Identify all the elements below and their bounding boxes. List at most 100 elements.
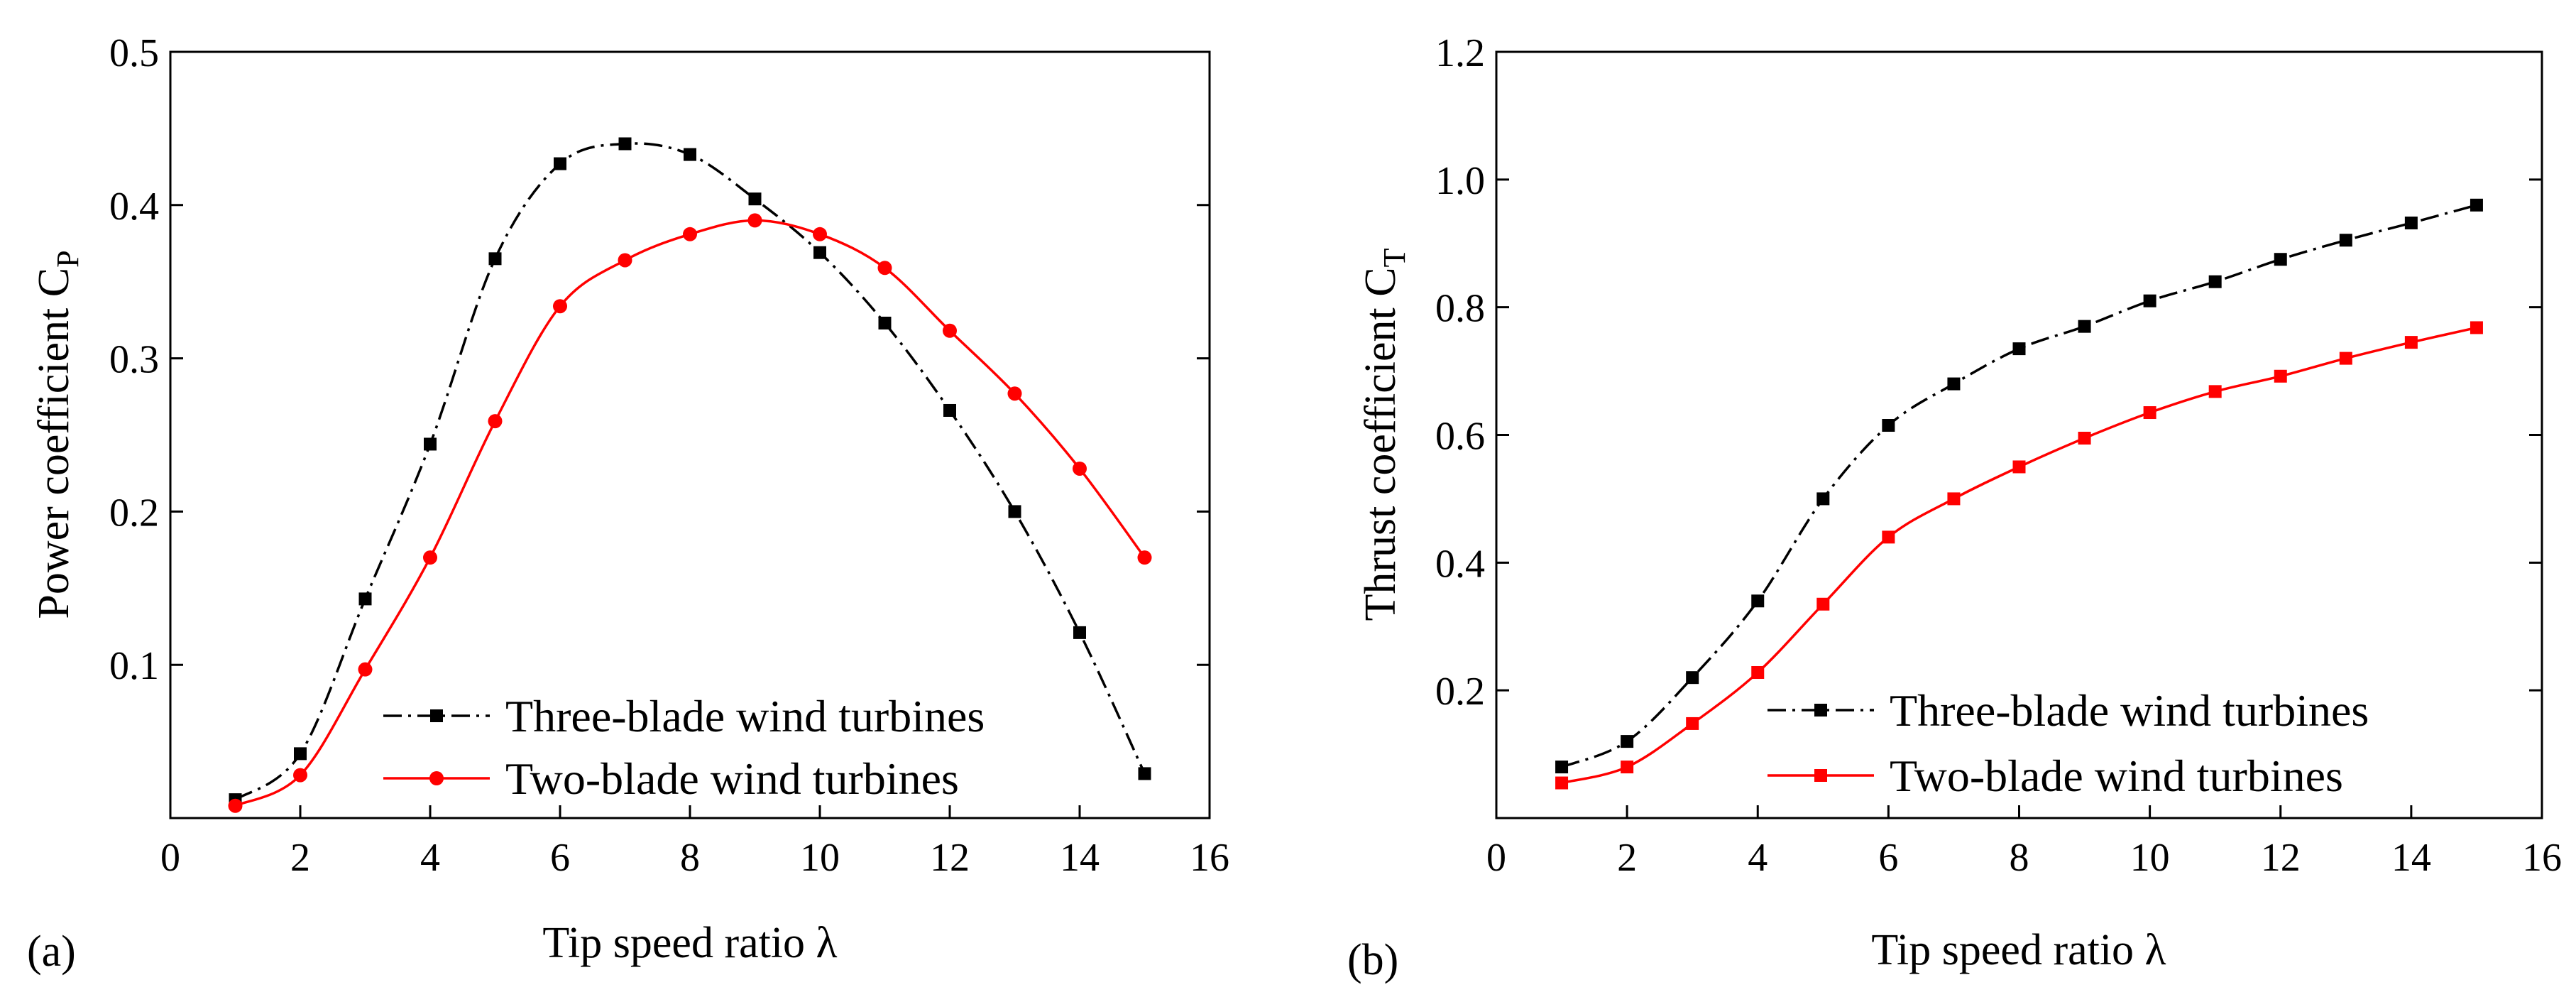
- data-point: [1751, 594, 1765, 608]
- data-point: [2404, 216, 2418, 229]
- data-point: [2208, 275, 2222, 288]
- x-tick-label: 6: [1878, 836, 1898, 880]
- y-tick-label: 0.2: [1435, 670, 1485, 714]
- y-tick-label: 0.1: [109, 644, 159, 688]
- data-point: [943, 323, 957, 338]
- panel-a-power-coefficient: 0 2 4 6 8 10 12 14 16 0.1 0.2 0.3 0.4 0.5 Three-blade…: [27, 31, 1229, 976]
- series-line: [1561, 326, 2477, 785]
- series-line: [1561, 204, 2477, 768]
- y-axis-label-main: Thrust coefficient C: [1356, 267, 1405, 621]
- y-axis-label-subscript: T: [1377, 248, 1412, 267]
- legend-label: Three-blade wind turbines: [505, 691, 985, 741]
- y-axis-label: Thrust coefficient CT: [1356, 248, 1412, 621]
- data-point: [2143, 406, 2156, 420]
- data-point: [228, 798, 243, 813]
- legend-label: Two-blade wind turbines: [505, 753, 959, 804]
- x-tick-label: 4: [1748, 836, 1767, 880]
- y-tick-label: 0.5: [109, 31, 159, 75]
- x-tick-label: 16: [1190, 836, 1229, 880]
- legend-label: Three-blade wind turbines: [1890, 685, 2369, 736]
- series-group: [1555, 198, 2483, 790]
- data-point: [1621, 761, 1634, 774]
- data-point: [1882, 530, 1895, 544]
- x-tick-label: 6: [550, 836, 570, 880]
- data-point: [618, 253, 632, 268]
- data-point: [618, 137, 632, 151]
- y-tick-label: 0.4: [109, 185, 159, 229]
- x-tick-label: 4: [420, 836, 440, 880]
- x-tick-label: 0: [1486, 836, 1506, 880]
- data-point: [2339, 352, 2352, 365]
- data-point: [488, 414, 503, 429]
- data-point: [488, 252, 502, 266]
- data-point: [2143, 294, 2156, 307]
- y-tick-label: 0.3: [109, 338, 159, 382]
- x-tick-label: 10: [800, 836, 840, 880]
- legend-marker: [1814, 769, 1827, 782]
- panel-label: (b): [1347, 936, 1398, 984]
- data-point: [423, 550, 437, 565]
- data-point: [1008, 505, 1021, 518]
- panel-b-thrust-coefficient: 0 2 4 6 8 10 12 14 16 0.2 0.4 0.6 0.8 1.0 1.2 Three-bl…: [1347, 31, 2562, 984]
- x-tick-label: 8: [680, 836, 700, 880]
- data-point: [1686, 717, 1699, 730]
- series-group: [228, 137, 1152, 813]
- data-point: [1882, 419, 1895, 432]
- legend-marker: [430, 709, 443, 722]
- data-point: [1555, 761, 1569, 774]
- x-tick-label: 2: [1617, 836, 1637, 880]
- y-axis-label-main: Power coefficient C: [30, 268, 78, 619]
- data-point: [1686, 671, 1699, 685]
- data-point: [2078, 431, 2091, 445]
- y-axis-label-subscript: P: [50, 250, 85, 267]
- data-point: [1073, 626, 1086, 639]
- x-tick-label: 16: [2522, 836, 2562, 880]
- y-tick-label: 0.6: [1435, 415, 1485, 459]
- y-tick-label: 0.2: [109, 491, 159, 535]
- data-point: [358, 592, 372, 606]
- data-point: [293, 768, 307, 783]
- data-point: [1555, 776, 1569, 790]
- data-point: [683, 227, 697, 241]
- x-axis-label: Tip speed ratio λ: [1871, 926, 2166, 974]
- data-point: [2274, 369, 2287, 383]
- y-tick-label: 0.8: [1435, 287, 1485, 331]
- tick-marks: 0 2 4 6 8 10 12 14 16 0.2 0.4 0.6 0.8 1.0 1.2: [1435, 31, 2562, 880]
- x-tick-label: 10: [2130, 836, 2170, 880]
- data-point: [2274, 253, 2287, 266]
- legend: Three-blade wind turbines Two-blade wind …: [1767, 685, 2369, 801]
- data-point: [1816, 597, 1830, 611]
- data-point: [424, 437, 437, 451]
- series-line: [234, 142, 1146, 801]
- legend-label: Two-blade wind turbines: [1890, 751, 2343, 801]
- x-tick-label: 0: [160, 836, 180, 880]
- data-point: [2470, 198, 2483, 212]
- data-point: [2339, 234, 2352, 247]
- x-tick-label: 12: [930, 836, 970, 880]
- data-point: [294, 747, 307, 761]
- data-point: [748, 192, 762, 206]
- x-axis-label: Tip speed ratio λ: [542, 919, 837, 967]
- series-line: [234, 219, 1146, 807]
- data-point: [1947, 492, 1961, 506]
- data-point: [2012, 342, 2026, 356]
- data-point: [2470, 321, 2483, 334]
- data-point: [553, 299, 567, 314]
- data-point: [684, 148, 696, 161]
- data-point: [877, 261, 892, 276]
- data-point: [1947, 377, 1961, 391]
- panel-label: (a): [27, 927, 76, 976]
- data-point: [747, 213, 762, 228]
- y-tick-label: 1.2: [1435, 31, 1485, 75]
- y-tick-label: 1.0: [1435, 159, 1485, 203]
- data-point: [943, 403, 956, 417]
- x-tick-label: 14: [2391, 836, 2431, 880]
- data-point: [1137, 550, 1152, 565]
- data-point: [813, 246, 826, 259]
- data-point: [813, 227, 827, 241]
- y-tick-label: 0.4: [1435, 542, 1485, 586]
- data-point: [1073, 461, 1087, 476]
- data-point: [2404, 336, 2418, 349]
- data-point: [1007, 386, 1022, 401]
